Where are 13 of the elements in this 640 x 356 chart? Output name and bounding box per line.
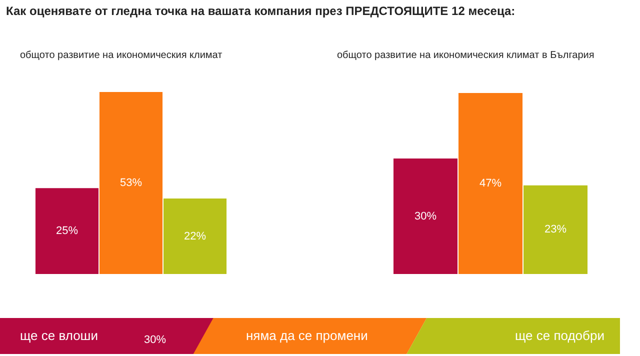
data-label: 23%: [544, 224, 567, 236]
data-label: 22%: [184, 230, 206, 242]
chart-title: Как оценявате от гледна точка на вашата компания през ПРЕДСТОЯЩИТЕ 12 месеца:: [6, 4, 516, 18]
data-label: 25%: [56, 225, 78, 238]
text: ще се подобри: [515, 327, 604, 345]
data-label: 47%: [479, 178, 502, 190]
chart-subtitle: общото развитие на икономическия климат в България: [337, 50, 594, 61]
chart-subtitle: общото развитие на икономическия климат: [20, 50, 222, 61]
text: ще се влоши: [20, 327, 98, 345]
data-label: 53%: [120, 177, 142, 190]
data-label: 30%: [414, 210, 437, 222]
text: няма да се промени: [246, 327, 368, 345]
text: 30%: [144, 333, 166, 348]
